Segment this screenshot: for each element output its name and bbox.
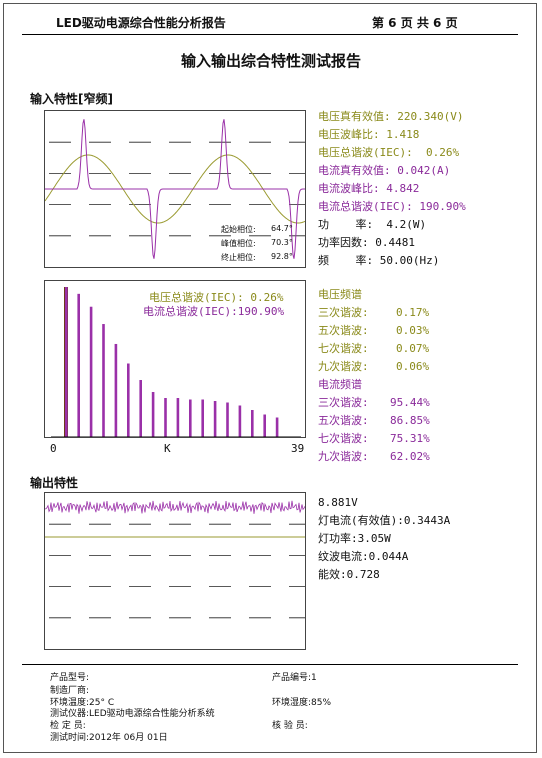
current-harmonic-bar bbox=[102, 324, 105, 437]
phase-end-value: 92.8° bbox=[271, 252, 293, 261]
current-harmonic-bar bbox=[275, 417, 279, 437]
current-harmonic-bar bbox=[201, 399, 204, 437]
v-harmonic-7-value: 0.07% bbox=[396, 342, 430, 355]
i-harmonic-7-label: 七次谐波: bbox=[318, 432, 369, 445]
phase-peak-label: 峰值相位: bbox=[221, 239, 256, 248]
i-harmonic-9-label: 九次谐波: bbox=[318, 450, 369, 463]
i-harmonic-3-value: 95.44% bbox=[390, 396, 430, 409]
phase-end-label: 终止相位: bbox=[221, 253, 256, 262]
current-harmonic-bar bbox=[127, 363, 130, 437]
output-waveform bbox=[44, 500, 311, 619]
current-harmonic-bar bbox=[139, 380, 142, 437]
current-harmonic-bar bbox=[176, 398, 180, 437]
current-harmonic-bar bbox=[226, 402, 229, 437]
footer-model: 产品型号: bbox=[50, 673, 90, 683]
v-harmonic-5-label: 五次谐波: bbox=[318, 324, 369, 337]
current-spectrum-title: 电流频谱 bbox=[318, 378, 362, 391]
current-harmonic-bar bbox=[263, 414, 266, 437]
current-harmonic-bar bbox=[77, 293, 80, 437]
v-harmonic-7-label: 七次谐波: bbox=[318, 342, 369, 355]
frequency-reading: 频 率: 50.00(Hz) bbox=[318, 254, 440, 267]
v-harmonic-3-value: 0.17% bbox=[396, 306, 430, 319]
i-harmonic-5-value: 86.85% bbox=[390, 414, 430, 427]
current-harmonic-bar bbox=[213, 401, 217, 437]
footer-time: 测试时间:2012年 06月 01日 bbox=[50, 733, 168, 743]
header-title: LED驱动电源综合性能分析报告 bbox=[56, 16, 226, 30]
v-harmonic-9-value: 0.06% bbox=[396, 360, 430, 373]
i-harmonic-5-label: 五次谐波: bbox=[318, 414, 369, 427]
spectrum-axis-start: 0 bbox=[50, 442, 57, 455]
page-title: 输入输出综合特性测试报告 bbox=[180, 52, 361, 70]
spectrum-axis-end: 39 bbox=[291, 442, 305, 455]
voltage-spectrum-title: 电压频谱 bbox=[318, 288, 362, 301]
spectrum-axis-k: K bbox=[164, 442, 171, 455]
output-voltage: 8.881V bbox=[318, 496, 358, 509]
footer-serial: 产品编号:1 bbox=[272, 673, 317, 683]
spectrum-current-thd: 电流总谐波(IEC):190.90% bbox=[143, 305, 285, 318]
output-waveform-panel bbox=[44, 492, 311, 650]
page-frame bbox=[3, 3, 537, 753]
phase-peak-value: 70.3° bbox=[271, 238, 293, 247]
spectrum-voltage-thd: 电压总谐波(IEC): 0.26% bbox=[149, 291, 284, 304]
current-harmonic-bar bbox=[164, 398, 167, 437]
current-harmonic-bar bbox=[151, 392, 155, 437]
current-crest: 电流波峰比: 4.842 bbox=[318, 182, 420, 195]
current-harmonic-bar bbox=[89, 306, 93, 437]
current-thd: 电流总谐波(IEC): 190.90% bbox=[318, 200, 466, 213]
power-factor: 功率因数: 0.4481 bbox=[318, 236, 415, 249]
header-rule bbox=[22, 34, 518, 35]
current-rms: 电流真有效值: 0.042(A) bbox=[318, 164, 451, 177]
v-harmonic-3-label: 三次谐波: bbox=[318, 306, 369, 319]
v-harmonic-9-label: 九次谐波: bbox=[318, 360, 369, 373]
i-harmonic-7-value: 75.31% bbox=[390, 432, 430, 445]
voltage-thd: 电压总谐波(IEC): 0.26% bbox=[318, 146, 460, 159]
footer-verifier: 核 验 员: bbox=[272, 721, 308, 731]
output-current-ripple bbox=[44, 500, 306, 514]
input-section-label: 输入特性[窄频] bbox=[30, 92, 113, 106]
current-harmonic-bar bbox=[251, 410, 254, 437]
efficiency: 能效:0.728 bbox=[318, 568, 380, 581]
i-harmonic-3-label: 三次谐波: bbox=[318, 396, 369, 409]
header-page: 第 6 页 共 6 页 bbox=[372, 16, 458, 30]
footer-instrument: 测试仪器:LED驱动电源综合性能分析系统 bbox=[50, 709, 215, 719]
v-harmonic-5-value: 0.03% bbox=[396, 324, 430, 337]
output-power: 灯功率:3.05W bbox=[318, 532, 391, 545]
footer-humidity: 环境湿度:85% bbox=[272, 698, 332, 708]
output-section-label: 输出特性 bbox=[30, 476, 79, 490]
phase-start-label: 起始相位: bbox=[221, 225, 256, 234]
ripple-current: 纹波电流:0.044A bbox=[318, 550, 409, 563]
current-harmonic-bar bbox=[238, 405, 242, 437]
current-harmonic-bar bbox=[189, 399, 192, 437]
current-waveform bbox=[45, 119, 305, 259]
harmonic-spectrum bbox=[51, 287, 301, 438]
power-reading: 功 率: 4.2(W) bbox=[318, 218, 427, 231]
spectrum-panel: 电压总谐波(IEC): 0.26% 电流总谐波(IEC):190.90% bbox=[44, 280, 306, 438]
input-waveform-panel: 起始相位: 64.7° 峰值相位: 70.3° 终止相位: 92.8° bbox=[44, 110, 311, 268]
current-harmonic-bar bbox=[114, 343, 118, 437]
current-harmonic-bar bbox=[65, 287, 68, 437]
voltage-crest: 电压波峰比: 1.418 bbox=[318, 128, 420, 141]
phase-start-value: 64.7° bbox=[271, 224, 293, 233]
voltage-rms: 电压真有效值: 220.340(V) bbox=[318, 110, 464, 123]
footer-temp: 环境温度:25° C bbox=[50, 698, 115, 708]
output-current: 灯电流(有效值):0.3443A bbox=[318, 514, 451, 527]
input-waveform bbox=[44, 119, 311, 259]
i-harmonic-9-value: 62.02% bbox=[390, 450, 430, 463]
footer-rule bbox=[22, 664, 518, 665]
voltage-waveform bbox=[44, 154, 306, 224]
footer-maker: 制造厂商: bbox=[50, 686, 90, 696]
footer-inspector: 检 定 员: bbox=[50, 721, 86, 731]
